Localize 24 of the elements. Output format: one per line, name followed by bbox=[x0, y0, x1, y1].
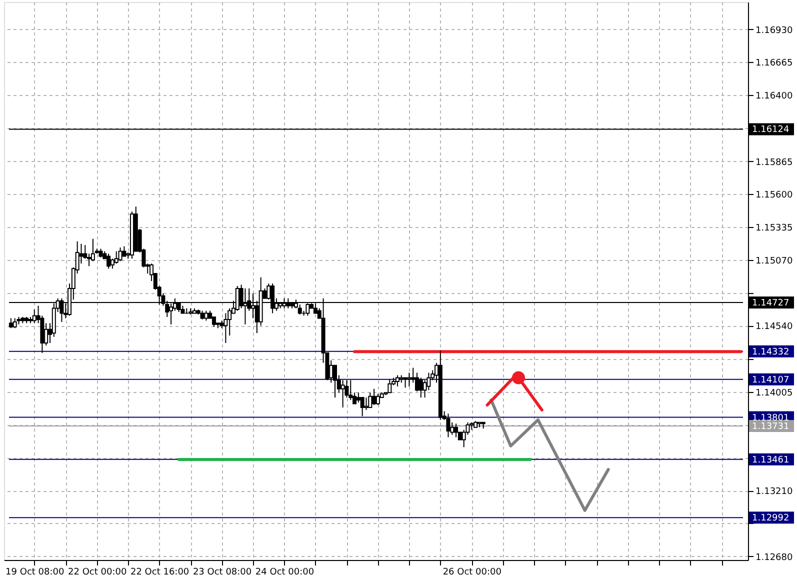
y-tick-label: 1.13210 bbox=[756, 487, 793, 498]
x-tick-label: 24 Oct 00:00 bbox=[255, 568, 314, 578]
x-tick-label: 26 Oct 00:00 bbox=[442, 568, 502, 578]
y-tick-label: 1.12680 bbox=[756, 552, 793, 563]
y-tick-label: 1.16930 bbox=[756, 26, 793, 36]
ref-line-label: 1.12992 bbox=[752, 514, 790, 524]
x-tick-label: 22 Oct 16:00 bbox=[130, 568, 190, 578]
ref-line-label: 1.14107 bbox=[752, 375, 790, 386]
ref-line-label: 1.16124 bbox=[752, 125, 790, 136]
y-tick-label: 1.15865 bbox=[756, 158, 793, 168]
y-tick-label: 1.15070 bbox=[756, 256, 793, 266]
x-tick-label: 23 Oct 08:00 bbox=[192, 568, 252, 578]
y-tick-label: 1.14005 bbox=[756, 388, 793, 398]
x-tick-label: 19 Oct 08:00 bbox=[6, 568, 64, 578]
y-tick-label: 1.16665 bbox=[756, 58, 793, 69]
y-tick-label: 1.15600 bbox=[756, 190, 793, 201]
x-tick-label: 22 Oct 00:00 bbox=[68, 568, 127, 578]
y-tick-label: 1.14540 bbox=[756, 322, 793, 332]
ref-line-label: 1.14727 bbox=[752, 298, 790, 308]
ref-line-label: 1.14332 bbox=[752, 347, 790, 358]
ref-line-label: 1.13731 bbox=[752, 422, 790, 432]
ref-line-label: 1.13461 bbox=[752, 455, 790, 466]
y-tick-label: 1.16400 bbox=[756, 92, 793, 102]
y-tick-label: 1.15335 bbox=[756, 224, 793, 234]
